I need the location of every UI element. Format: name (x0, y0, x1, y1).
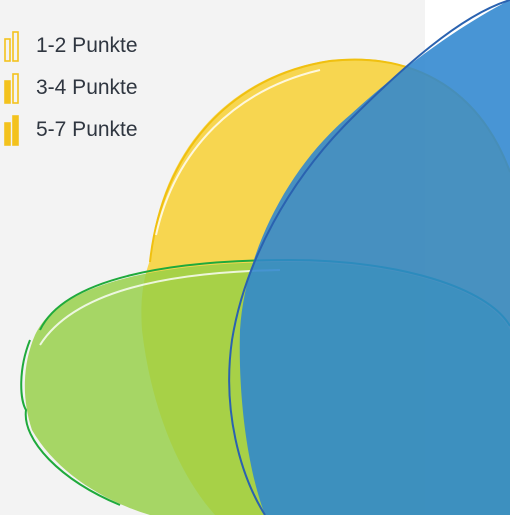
legend-item-2: 3-4 Punkte (0, 72, 200, 104)
green-blob-highlight (39, 269, 281, 346)
legend-item-1: 1-2 Punkte (0, 30, 200, 62)
bar-level-3-icon (4, 115, 19, 146)
bar-level-1-icon (4, 31, 19, 62)
yellow-blob-highlight (155, 69, 321, 236)
bar-level-2-icon (4, 73, 19, 104)
legend-item-3: 5-7 Punkte (0, 114, 200, 146)
legend-label: 3-4 Punkte (36, 76, 138, 99)
legend-label: 1-2 Punkte (36, 34, 138, 57)
legend-label: 5-7 Punkte (36, 118, 138, 141)
blue-blob (239, 0, 510, 515)
blue-blob-outline (228, 0, 510, 515)
